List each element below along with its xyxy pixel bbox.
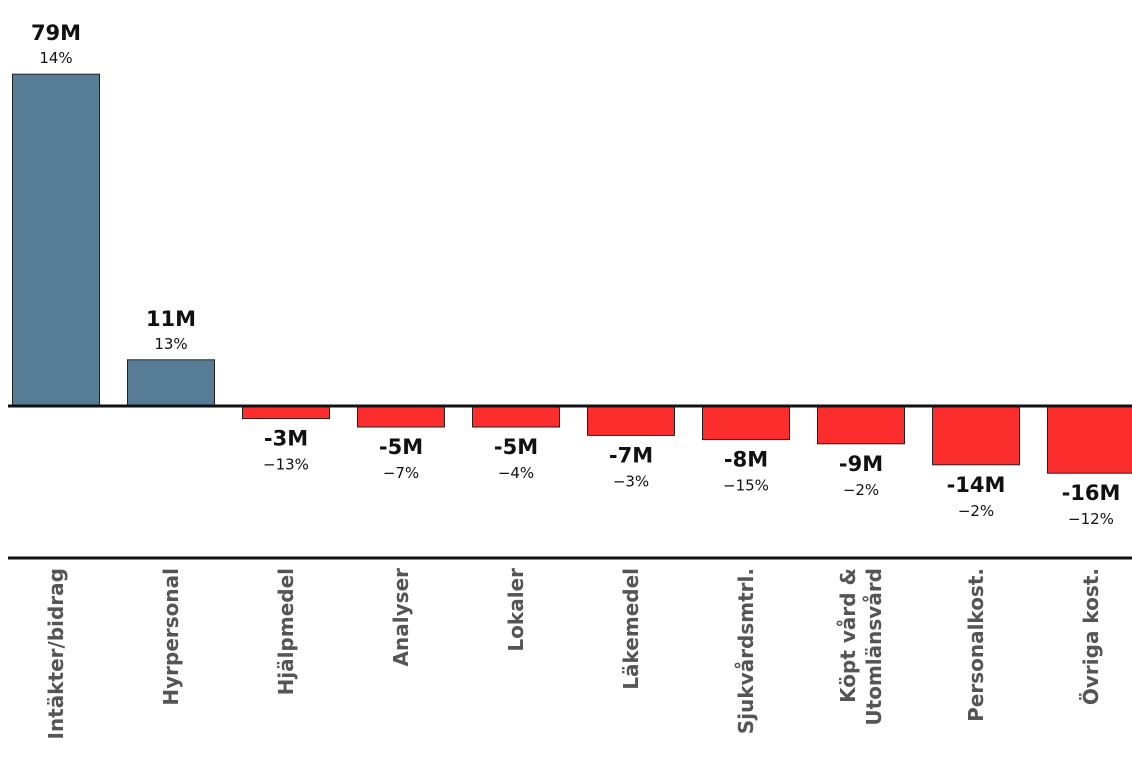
bar-value-label-0: 79M (31, 21, 81, 45)
bar-8 (932, 405, 1020, 466)
category-label-7: Köpt vård & Utomlänsvård (836, 568, 886, 726)
bar-value-label-3: -5M (379, 435, 423, 459)
bar-0 (12, 73, 100, 407)
category-label-text-6-0: Sjukvårdsmtrl. (734, 568, 758, 734)
value-labels-layer: 79M 14% 11M 13% -3M −13% -5M −7% -5M −4% -7M −3% -8M… (31, 21, 1120, 528)
bar-1 (127, 359, 215, 407)
category-label-text-0-0: Intäkter/bidrag (44, 568, 68, 740)
category-label-text-2-0: Hjälpmedel (274, 568, 298, 695)
category-label-1: Hyrpersonal (159, 568, 183, 706)
bar-percent-label-4: −4% (498, 464, 534, 482)
bar-value-label-9: -16M (1062, 481, 1121, 505)
category-label-text-4-0: Lokaler (504, 568, 528, 652)
bars-layer (12, 73, 1132, 474)
bar-percent-label-0: 14% (39, 49, 72, 67)
bar-value-label-2: -3M (264, 427, 308, 451)
bar-5 (587, 405, 675, 436)
bar-4 (472, 405, 560, 428)
bar-7 (817, 405, 905, 445)
bar-percent-label-3: −7% (383, 464, 419, 482)
bar-value-label-7: -9M (839, 452, 883, 476)
category-label-6: Sjukvårdsmtrl. (734, 568, 758, 734)
category-label-text-9-0: Övriga kost. (1079, 568, 1103, 705)
bar-percent-label-2: −13% (263, 456, 309, 474)
category-labels-layer: Intäkter/bidrag Hyrpersonal Hjälpmedel Anal… (44, 568, 1103, 740)
category-label-4: Lokaler (504, 568, 528, 652)
category-label-text-3-0: Analyser (389, 568, 413, 667)
category-label-text-5-0: Läkemedel (619, 568, 643, 690)
bar-percent-label-8: −2% (958, 502, 994, 520)
bar-3 (357, 405, 445, 428)
bar-9 (1047, 405, 1132, 474)
category-label-text-7-0: Köpt vård & (836, 568, 860, 703)
bar-percent-label-9: −12% (1068, 510, 1114, 528)
bar-percent-label-5: −3% (613, 472, 649, 490)
bar-percent-label-6: −15% (723, 477, 769, 495)
bar-value-label-5: -7M (609, 443, 653, 467)
category-label-8: Personalkost. (964, 568, 988, 722)
category-label-2: Hjälpmedel (274, 568, 298, 695)
category-label-3: Analyser (389, 568, 413, 667)
bar-value-label-6: -8M (724, 448, 768, 472)
category-label-9: Övriga kost. (1079, 568, 1103, 705)
category-label-text-8-0: Personalkost. (964, 568, 988, 722)
category-label-5: Läkemedel (619, 568, 643, 690)
bar-value-label-8: -14M (947, 473, 1006, 497)
category-label-0: Intäkter/bidrag (44, 568, 68, 740)
bar-value-label-1: 11M (146, 307, 196, 331)
bar-percent-label-7: −2% (843, 481, 879, 499)
category-label-text-1-0: Hyrpersonal (159, 568, 183, 706)
bar-percent-label-1: 13% (154, 335, 187, 353)
category-label-text-7-1: Utomlänsvård (862, 568, 886, 726)
bar-6 (702, 405, 790, 441)
bar-2 (242, 405, 330, 420)
bar-value-label-4: -5M (494, 435, 538, 459)
